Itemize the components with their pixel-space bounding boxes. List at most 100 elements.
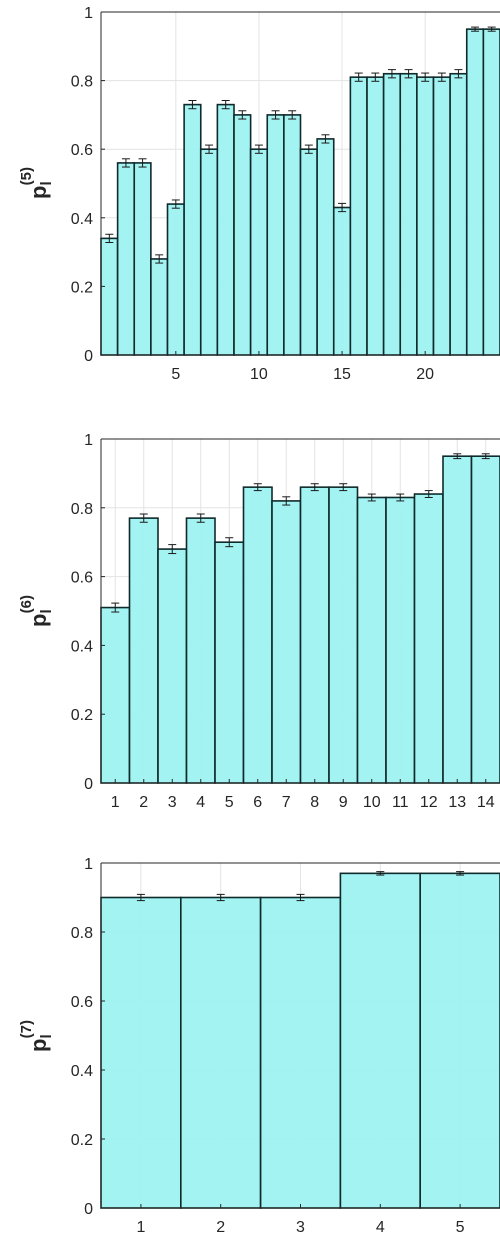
bar-10: [358, 497, 387, 783]
bar-3: [158, 549, 187, 783]
y-axis-label: pl(5): [18, 167, 55, 199]
y-tick-label: 0.4: [71, 638, 93, 655]
x-tick-label: 20: [416, 366, 434, 383]
bar-14: [472, 456, 500, 783]
y-tick-label: 0.2: [71, 279, 93, 296]
x-tick-label: 4: [196, 794, 205, 811]
y-tick-label: 0.2: [71, 1132, 93, 1149]
y-tick-label: 0.8: [71, 74, 93, 91]
bar-14: [317, 139, 334, 355]
bar-2: [118, 163, 135, 355]
bar-2: [130, 518, 159, 783]
y-axis-label-superscript: (6): [18, 595, 35, 613]
bar-1: [101, 608, 130, 783]
bar-22: [450, 74, 467, 355]
bar-21: [434, 77, 451, 355]
x-tick-label: 6: [253, 794, 262, 811]
bar-1: [101, 898, 181, 1209]
bar-7: [272, 501, 301, 783]
bar-12: [284, 115, 301, 355]
y-axis-label-superscript: (5): [18, 167, 35, 185]
bar-17: [367, 77, 384, 355]
x-tick-label: 11: [392, 794, 409, 811]
bar-4: [187, 518, 216, 783]
bar-11: [386, 497, 415, 783]
x-tick-label: 9: [339, 794, 348, 811]
bar-13: [301, 149, 318, 355]
y-axis-label-superscript: (7): [18, 1020, 35, 1038]
bar-7: [201, 149, 218, 355]
y-tick-label: 1: [84, 856, 93, 873]
y-axis-label: pl(6): [18, 595, 55, 627]
bar-24: [483, 29, 500, 355]
bar-9: [234, 115, 251, 355]
bar-4: [340, 873, 420, 1208]
bar-19: [400, 74, 417, 355]
x-tick-label: 12: [420, 794, 438, 811]
bar-6: [184, 105, 201, 355]
y-tick-label: 0.4: [71, 211, 93, 228]
x-tick-label: 7: [282, 794, 291, 811]
bar-3: [134, 163, 151, 355]
y-axis-label-subscript: l: [38, 1034, 55, 1038]
y-tick-label: 0.8: [71, 925, 93, 942]
chart-panel-3: 0 0.2 0.4 0.6 0.8 1 1 2 3 4 5 pl(7): [18, 856, 500, 1236]
bar-10: [251, 149, 268, 355]
bar-15: [334, 208, 351, 355]
bar-8: [301, 487, 330, 783]
x-tick-label: 2: [216, 1219, 225, 1236]
bar-5: [420, 873, 500, 1208]
y-tick-label: 0.6: [71, 142, 93, 159]
bar-13: [443, 456, 472, 783]
bar-8: [217, 105, 234, 355]
bar-16: [350, 77, 367, 355]
y-tick-label: 0.4: [71, 1063, 93, 1080]
bar-2: [181, 898, 261, 1209]
y-axis-label-main: p: [26, 614, 51, 627]
bar-11: [267, 115, 284, 355]
y-axis-label-subscript: l: [38, 181, 55, 185]
y-tick-label: 0.2: [71, 707, 93, 724]
x-tick-label: 5: [171, 366, 180, 383]
y-axis-label-main: p: [26, 186, 51, 199]
bar-18: [384, 74, 401, 355]
y-tick-label: 0: [84, 776, 93, 793]
bar-1: [101, 238, 118, 355]
bar-5: [215, 542, 244, 783]
x-tick-label: 10: [250, 366, 268, 383]
y-tick-label: 0.6: [71, 570, 93, 587]
x-tick-label: 3: [168, 794, 177, 811]
x-tick-label: 5: [456, 1219, 465, 1236]
y-tick-label: 0.6: [71, 994, 93, 1011]
bar-5: [168, 204, 185, 355]
x-tick-label: 8: [310, 794, 319, 811]
y-tick-label: 0.8: [71, 501, 93, 518]
x-tick-label: 14: [477, 794, 495, 811]
x-tick-label: 3: [296, 1219, 305, 1236]
x-tick-label: 5: [225, 794, 234, 811]
y-tick-label: 1: [84, 432, 93, 449]
x-tick-label: 1: [111, 794, 120, 811]
bar-4: [151, 259, 168, 355]
y-tick-label: 0: [84, 348, 93, 365]
bar-6: [244, 487, 273, 783]
y-tick-label: 1: [84, 5, 93, 22]
x-tick-label: 10: [363, 794, 381, 811]
bar-23: [467, 29, 484, 355]
x-tick-label: 4: [376, 1219, 385, 1236]
x-tick-label: 15: [333, 366, 351, 383]
bar-9: [329, 487, 358, 783]
x-tick-label: 13: [448, 794, 466, 811]
x-tick-label: 2: [139, 794, 148, 811]
bar-3: [261, 898, 341, 1209]
bar-12: [415, 494, 444, 783]
x-tick-label: 1: [136, 1219, 145, 1236]
bar-20: [417, 77, 434, 355]
y-axis-label: pl(7): [18, 1020, 55, 1052]
y-axis-label-main: p: [26, 1039, 51, 1052]
y-tick-label: 0: [84, 1201, 93, 1218]
